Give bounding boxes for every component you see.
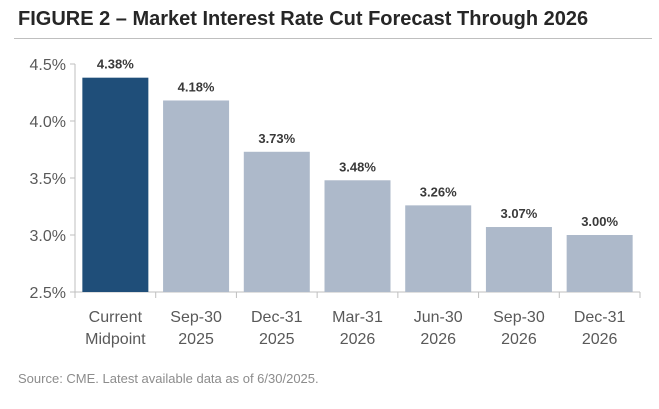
- data-label: 3.00%: [581, 214, 618, 229]
- source-note: Source: CME. Latest available data as of…: [18, 371, 319, 386]
- bar: [163, 100, 230, 292]
- title-divider: [14, 38, 652, 39]
- y-tick-label: 3.5%: [30, 171, 66, 188]
- data-label: 4.38%: [97, 57, 134, 72]
- x-category-label: Sep-30: [493, 309, 545, 326]
- chart-title: FIGURE 2 – Market Interest Rate Cut Fore…: [18, 8, 589, 30]
- bar: [82, 77, 149, 293]
- y-tick-label: 3.0%: [30, 228, 66, 245]
- y-tick-label: 2.5%: [30, 285, 66, 302]
- bar: [405, 205, 472, 292]
- x-category-label: Midpoint: [85, 331, 146, 348]
- y-tick-label: 4.5%: [30, 57, 66, 74]
- bar: [243, 151, 310, 292]
- y-tick-label: 4.0%: [30, 114, 66, 131]
- bar: [566, 235, 633, 292]
- x-category-label: 2025: [259, 331, 295, 348]
- x-category-label: Current: [89, 309, 143, 326]
- x-category-label: Sep-30: [170, 309, 222, 326]
- data-label: 3.26%: [420, 184, 457, 199]
- data-label: 3.07%: [500, 206, 537, 221]
- x-category-label: 2026: [420, 331, 456, 348]
- x-category-label: 2025: [178, 331, 214, 348]
- x-category-label: Jun-30: [414, 309, 463, 326]
- x-category-label: Mar-31: [332, 309, 383, 326]
- x-category-label: Dec-31: [251, 309, 303, 326]
- bar: [485, 227, 552, 292]
- x-category-label: 2026: [501, 331, 537, 348]
- data-label: 3.48%: [339, 159, 376, 174]
- data-label: 4.18%: [178, 79, 215, 94]
- data-label: 3.73%: [258, 131, 295, 146]
- x-category-label: 2026: [582, 331, 618, 348]
- bar: [324, 180, 391, 292]
- x-category-label: Dec-31: [574, 309, 626, 326]
- x-category-label: 2026: [340, 331, 376, 348]
